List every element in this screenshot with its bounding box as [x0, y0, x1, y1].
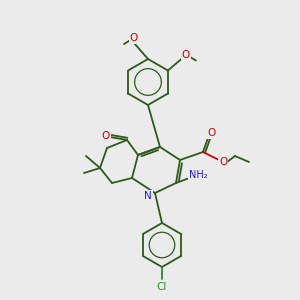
- Text: NH₂: NH₂: [189, 170, 207, 180]
- Text: N: N: [144, 191, 152, 201]
- Text: O: O: [102, 131, 110, 141]
- Text: O: O: [130, 33, 138, 43]
- Text: O: O: [207, 128, 215, 138]
- Text: Cl: Cl: [157, 282, 167, 292]
- Text: O: O: [182, 50, 190, 59]
- Text: O: O: [219, 157, 227, 167]
